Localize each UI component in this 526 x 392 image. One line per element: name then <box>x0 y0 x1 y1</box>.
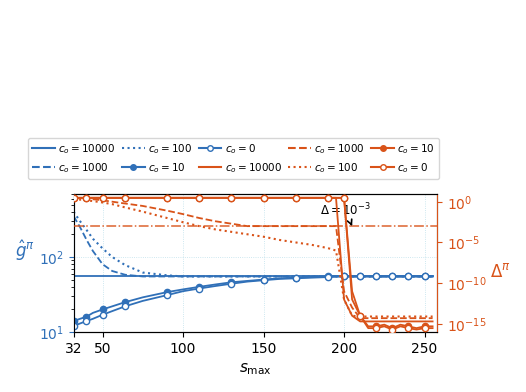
Legend: $c_o = 10000$, $c_o = 1000$, $c_o = 100$, $c_o = 10$, $c_o = 0$, $c_o = 10000$, : $c_o = 10000$, $c_o = 1000$, $c_o = 100$… <box>28 138 439 179</box>
Y-axis label: $\hat{g}^\pi$: $\hat{g}^\pi$ <box>15 238 35 263</box>
X-axis label: $s_\mathrm{max}$: $s_\mathrm{max}$ <box>239 361 272 377</box>
Text: $\Delta = 10^{-3}$: $\Delta = 10^{-3}$ <box>320 202 371 225</box>
Y-axis label: $\Delta^\pi$: $\Delta^\pi$ <box>490 263 511 281</box>
